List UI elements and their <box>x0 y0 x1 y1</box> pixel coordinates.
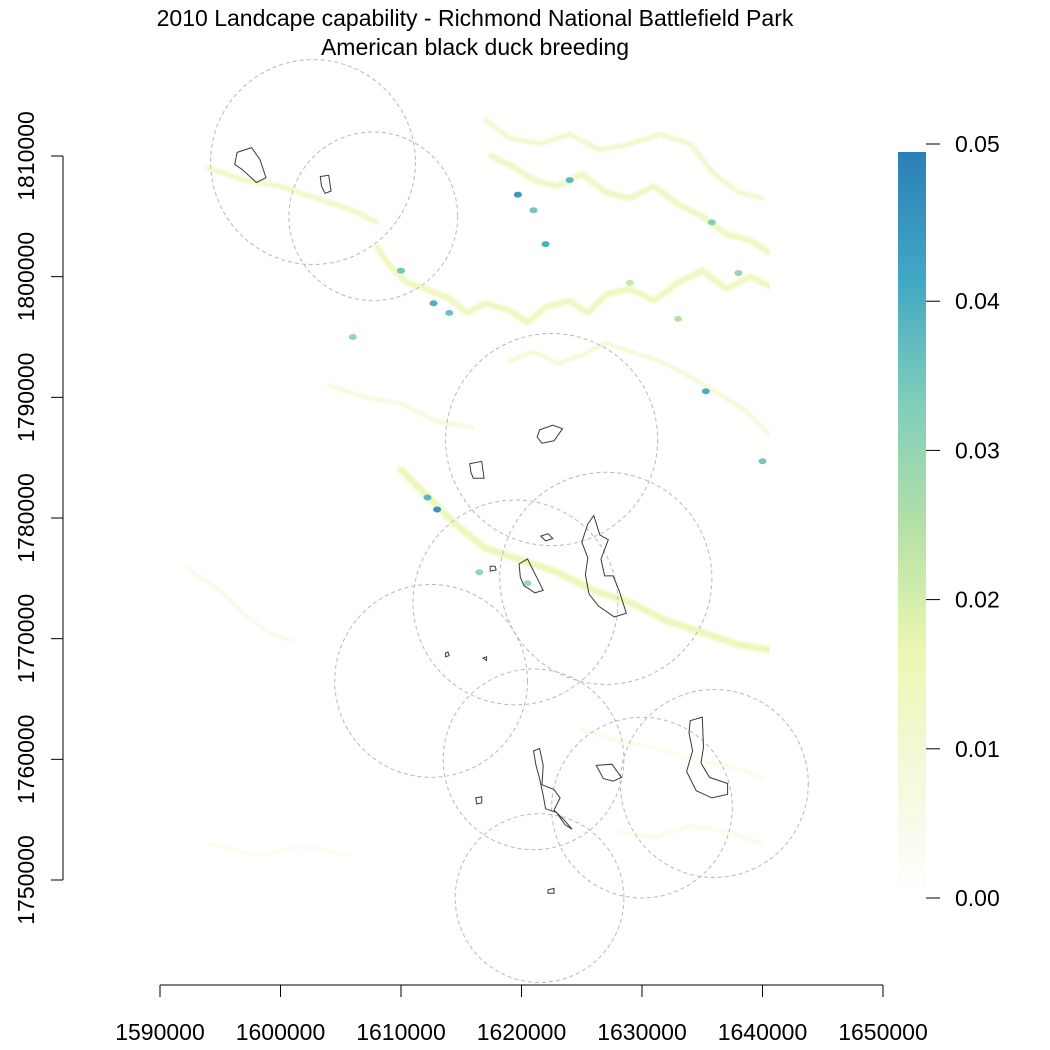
park-unit-1 <box>234 147 267 184</box>
x-tick-label: 1630000 <box>597 1019 687 1045</box>
river-corridor-3 <box>482 117 765 201</box>
river-corridor-8 <box>182 564 295 643</box>
wetland-patch-17 <box>674 315 683 322</box>
x-tick-label: 1600000 <box>236 1019 326 1045</box>
buffer-circle-6 <box>334 584 529 778</box>
wetland-patch-8 <box>433 506 442 513</box>
wetland-patch-7 <box>397 267 405 274</box>
river-corridor-7 <box>326 383 476 430</box>
legend-tick-label: 0.05 <box>955 131 1000 157</box>
legend-tick-label: 0.01 <box>955 736 1000 762</box>
river-corridor-6 <box>507 341 770 438</box>
river-corridor-2 <box>373 243 770 326</box>
wetland-patch-16 <box>625 279 634 286</box>
park-unit-9 <box>532 747 573 830</box>
wetland-patch-10 <box>475 569 484 576</box>
wetland-patch-9 <box>423 494 432 501</box>
park-buffer-boundaries <box>210 59 809 983</box>
park-unit-11 <box>686 716 729 799</box>
river-corridor-4 <box>488 153 770 256</box>
park-unit-10 <box>595 763 623 782</box>
x-tick-label: 1590000 <box>115 1019 205 1045</box>
map-title: 2010 Landcape capability - Richmond Nati… <box>0 4 950 62</box>
river-corridor-1 <box>205 165 380 225</box>
park-unit-3 <box>536 424 564 444</box>
wetland-patch-13 <box>758 458 767 465</box>
wetland-patch-5 <box>429 300 438 307</box>
x-tick-label: 1650000 <box>838 1019 928 1045</box>
legend-tick-label: 0.04 <box>955 288 1000 314</box>
y-axis: 1750000 1760000 1770000 1780000 1790000 18000… <box>13 111 64 925</box>
title-line-2: American black duck breeding <box>320 34 630 60</box>
buffer-circle-7 <box>442 668 625 851</box>
legend-tick-label: 0.03 <box>955 437 1000 463</box>
capability-raster <box>182 117 770 858</box>
wetland-patch-6 <box>445 309 454 316</box>
title-line-1: 2010 Landcape capability - Richmond Nati… <box>156 5 794 31</box>
river-corridor-10 <box>615 823 765 846</box>
color-legend: 0.00 0.01 0.02 0.03 0.04 0.05 <box>898 131 1000 911</box>
x-tick-label: 1620000 <box>477 1019 567 1045</box>
park-unit-2 <box>319 174 332 195</box>
y-tick-label: 1750000 <box>13 835 39 925</box>
y-tick-label: 1770000 <box>13 594 39 684</box>
park-unit-6 <box>539 533 554 542</box>
wetland-patch-14 <box>707 219 716 226</box>
legend-colorbar <box>898 152 926 898</box>
park-unit-7 <box>581 514 627 618</box>
wetland-patch-18 <box>348 334 357 340</box>
y-tick-label: 1790000 <box>13 353 39 443</box>
river-corridor-5 <box>397 466 770 654</box>
wetland-patch-11 <box>523 580 532 587</box>
park-unit-12 <box>475 796 483 805</box>
legend-tick-label: 0.02 <box>955 587 1000 613</box>
wetland-patch-4 <box>565 177 574 184</box>
buffer-circle-2 <box>288 131 459 302</box>
park-unit-4 <box>469 460 485 479</box>
legend-tick-label: 0.00 <box>955 885 1000 911</box>
wetland-patch-12 <box>701 388 710 395</box>
x-tick-label: 1640000 <box>718 1019 808 1045</box>
buffer-circle-8 <box>619 688 809 878</box>
river-corridor-9 <box>580 727 764 779</box>
wetland-patch-15 <box>734 270 743 277</box>
park-unit-13 <box>445 651 450 658</box>
wetland-patch-3 <box>529 207 538 214</box>
buffer-circle-4 <box>499 471 713 685</box>
buffer-circle-3 <box>445 333 659 547</box>
buffer-circle-1 <box>210 59 416 265</box>
park-unit-15 <box>547 887 555 894</box>
wetland-patch-2 <box>541 241 550 248</box>
park-unit-14 <box>481 656 488 662</box>
park-unit-8 <box>518 558 544 594</box>
x-tick-label: 1610000 <box>356 1019 446 1045</box>
y-tick-label: 1780000 <box>13 473 39 563</box>
park-unit-5 <box>489 565 497 572</box>
y-tick-label: 1810000 <box>13 111 39 201</box>
wetland-patch-1 <box>513 191 522 198</box>
x-axis: 1590000 1600000 1610000 1620000 1630000 16400… <box>115 984 928 1045</box>
y-tick-label: 1800000 <box>13 232 39 322</box>
buffer-circle-9 <box>551 716 733 899</box>
park-unit-boundaries <box>234 147 729 894</box>
river-corridor-11 <box>206 842 355 858</box>
y-tick-label: 1760000 <box>13 715 39 805</box>
buffer-circle-10 <box>454 813 625 983</box>
buffer-circle-5 <box>412 499 619 706</box>
